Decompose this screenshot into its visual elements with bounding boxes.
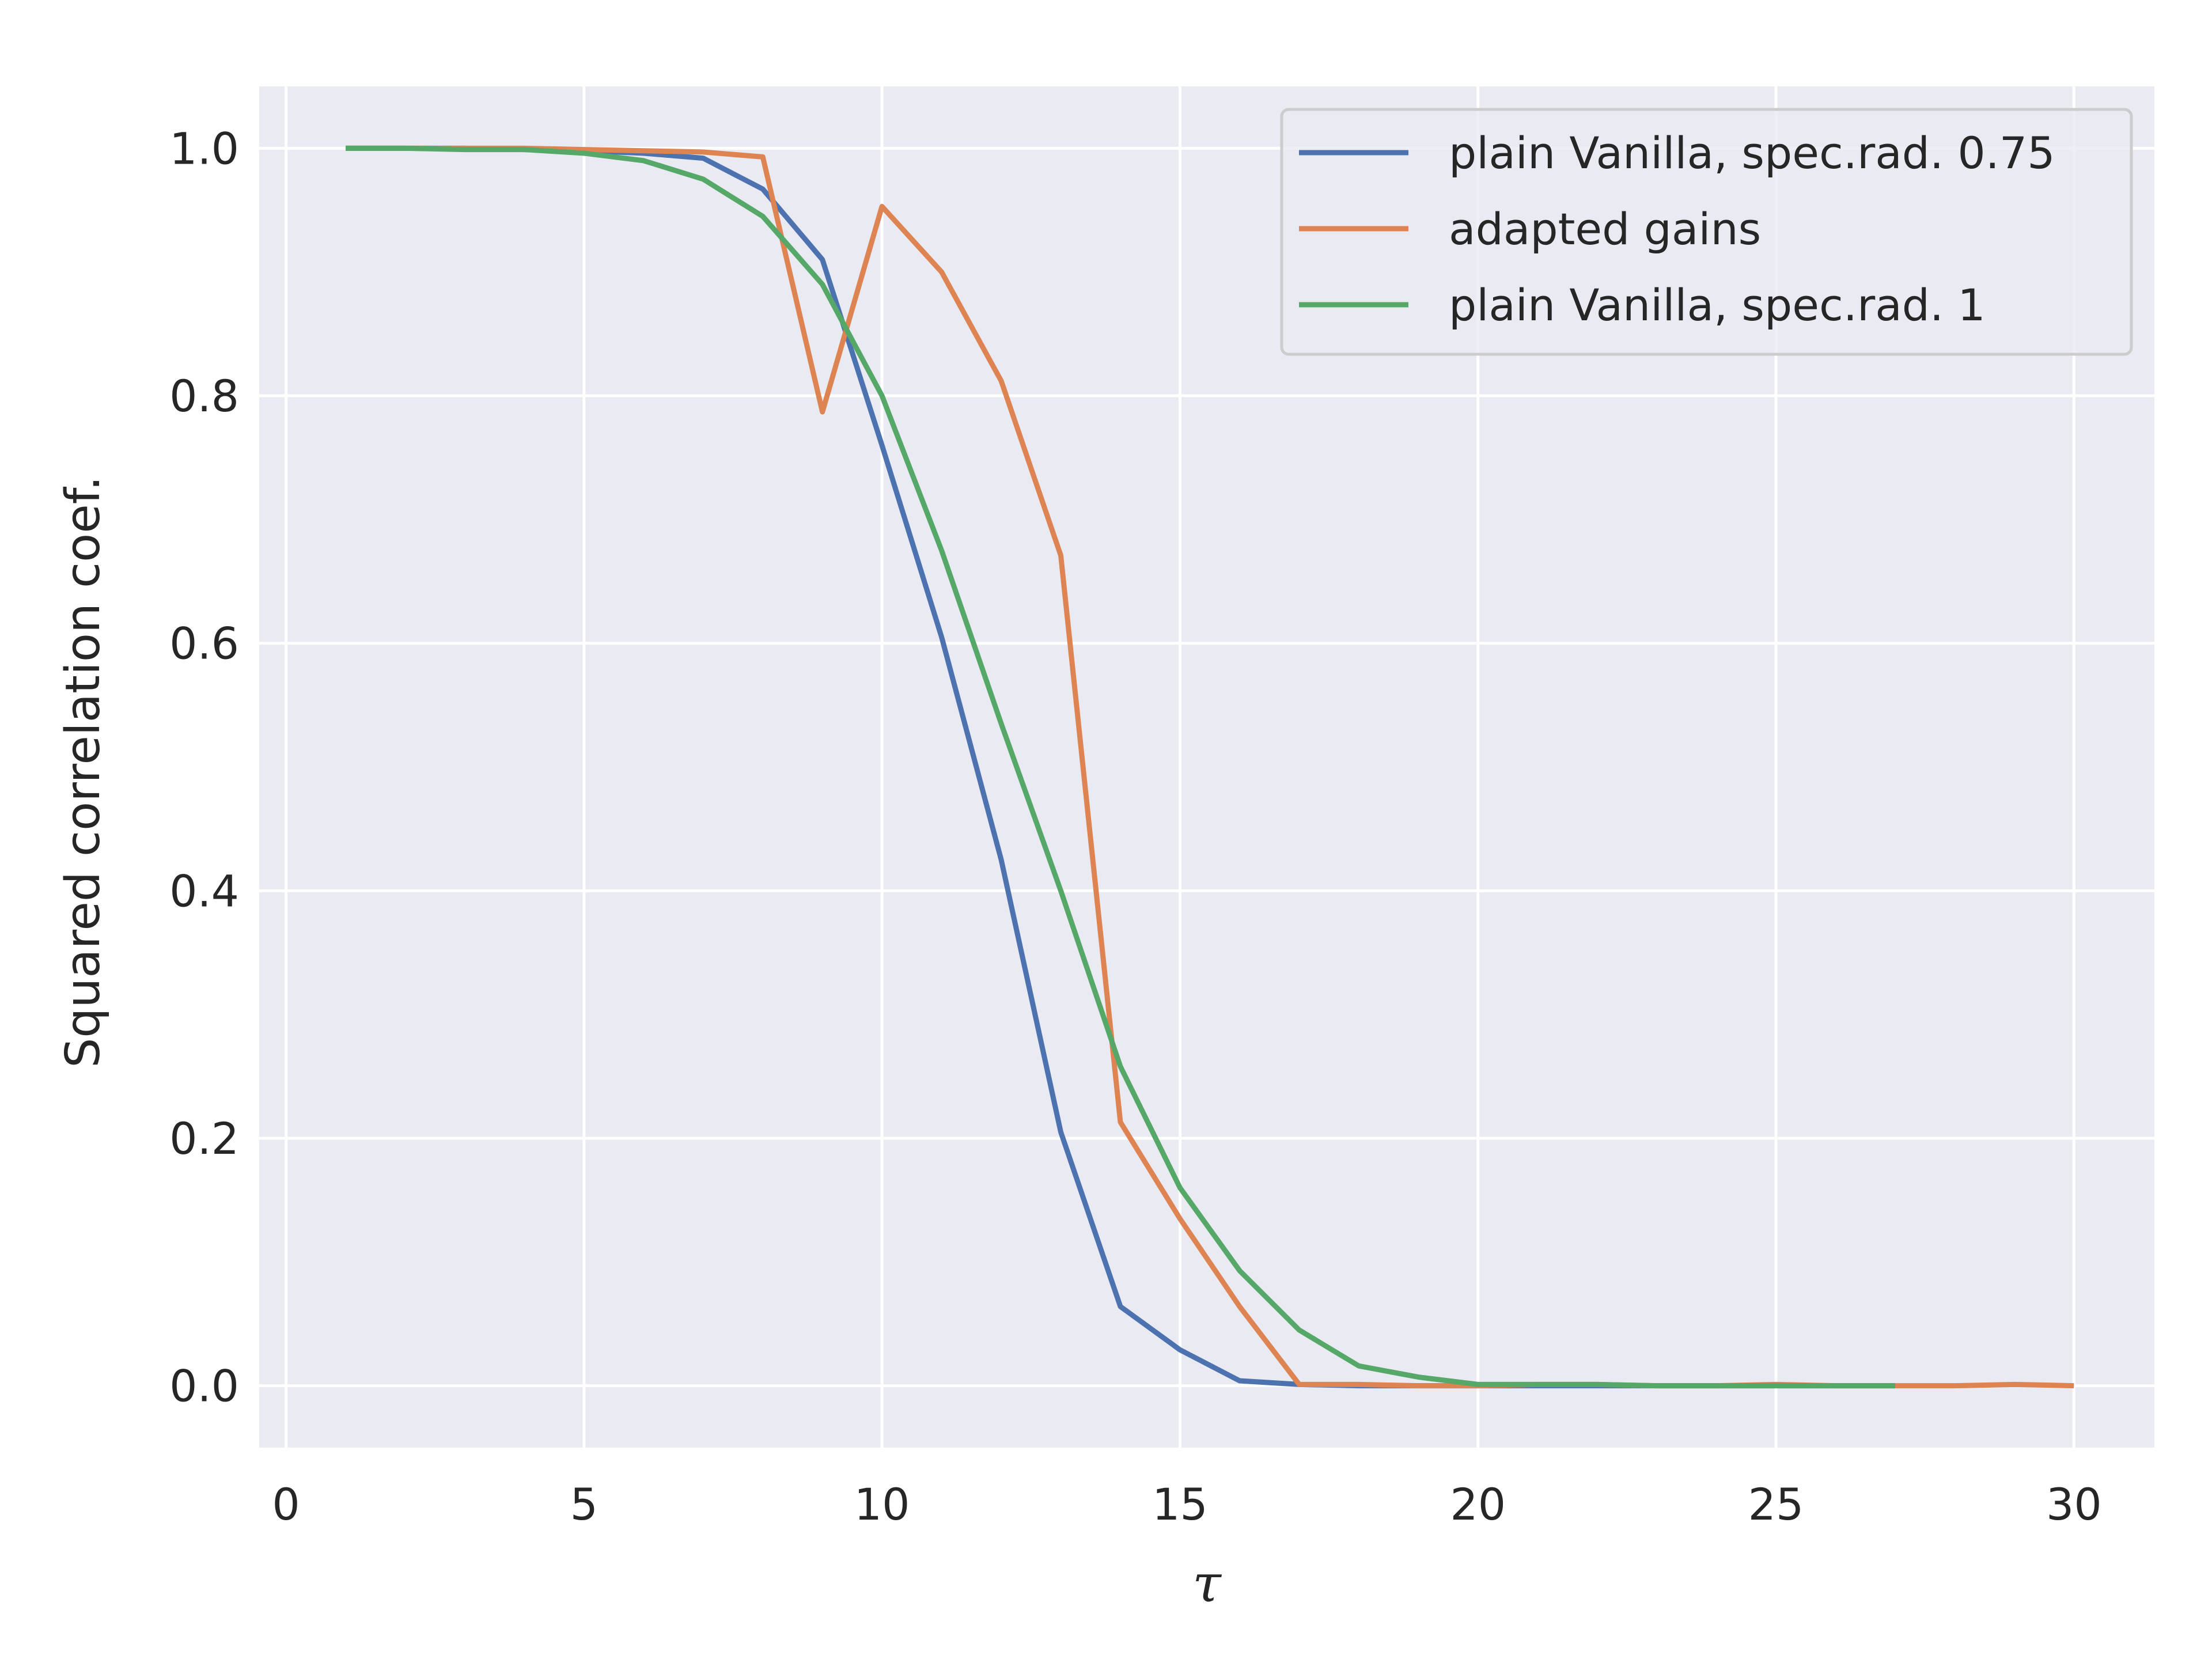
y-tick-labels: 0.0 0.2 0.4 0.6 0.8 1.0 [169,123,239,1411]
y-axis-label: Squared correlation coef. [56,476,111,1068]
y-tick-label: 0.0 [169,1361,239,1412]
x-tick-label: 5 [570,1479,598,1530]
x-tick-labels: 0 5 10 15 20 25 30 [272,1479,2101,1530]
x-tick-label: 20 [1450,1479,1506,1530]
legend-box [1280,108,2133,356]
legend-label-1: plain Vanilla, spec.rad. 0.75 [1449,127,2055,179]
x-tick-label: 15 [1152,1479,1208,1530]
legend: plain Vanilla, spec.rad. 0.75 adapted gai… [1280,108,2133,356]
y-tick-label: 0.2 [169,1113,239,1164]
x-axis-label: τ [1192,1554,1222,1614]
x-tick-label: 10 [854,1479,910,1530]
y-tick-label: 0.8 [169,370,239,422]
y-tick-label: 1.0 [169,123,239,174]
legend-items: plain Vanilla, spec.rad. 0.75 adapted gai… [1299,127,2055,331]
x-tick-label: 0 [272,1479,300,1530]
series-layer [346,145,2074,1389]
series-line-3 [346,145,1895,1389]
legend-label-2: adapted gains [1449,203,1761,255]
y-tick-label: 0.4 [169,865,239,916]
y-tick-label: 0.6 [169,618,239,669]
x-tick-label: 30 [2046,1479,2102,1530]
legend-label-3: plain Vanilla, spec.rad. 1 [1449,279,1986,331]
x-tick-label: 25 [1748,1479,1804,1530]
